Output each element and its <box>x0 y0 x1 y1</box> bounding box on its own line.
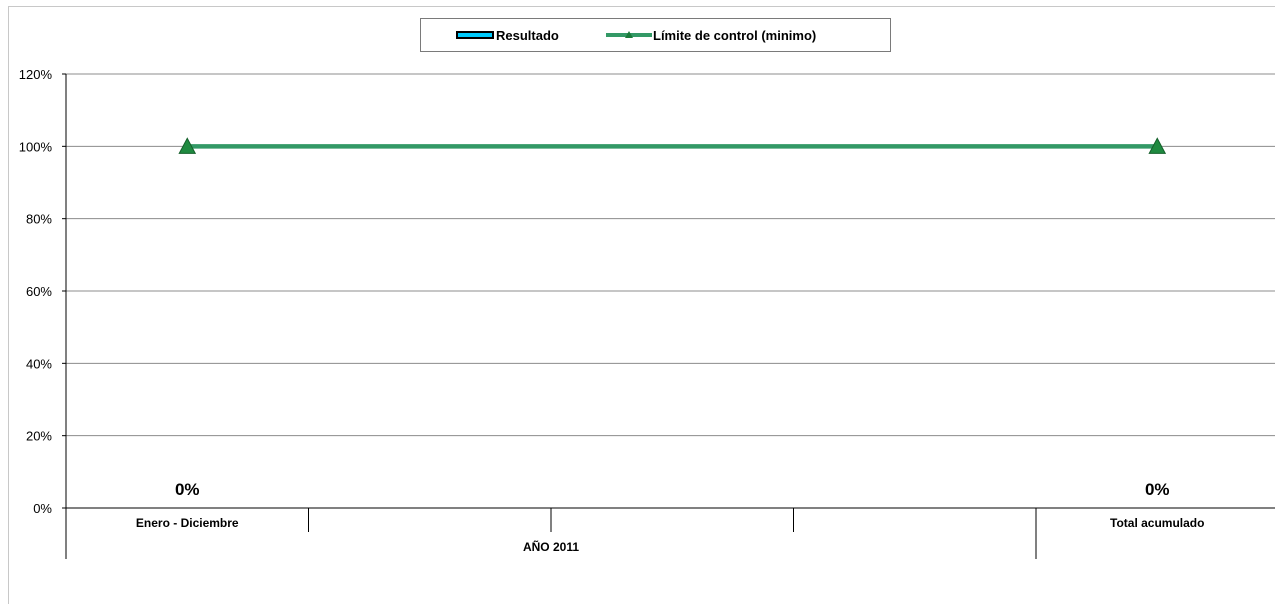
legend-item-resultado: Resultado <box>456 19 559 51</box>
y-tick-label: 20% <box>26 429 52 444</box>
legend-bar-swatch <box>456 31 494 39</box>
y-tick-label: 60% <box>26 284 52 299</box>
y-tick-label: 0% <box>33 501 52 516</box>
x-category-label: Enero - Diciembre <box>136 516 239 530</box>
x-group-label: AÑO 2011 <box>523 539 579 554</box>
legend-item-limite: Límite de control (minimo) <box>606 19 816 51</box>
y-tick-label: 80% <box>26 212 52 227</box>
bar-data-label: 0% <box>1145 480 1170 499</box>
legend-label-limite: Límite de control (minimo) <box>653 27 817 43</box>
x-category-label: Total acumulado <box>1110 516 1204 530</box>
y-tick-label: 100% <box>19 139 53 154</box>
y-tick-label: 120% <box>19 67 53 82</box>
bar-data-label: 0% <box>175 480 200 499</box>
legend-line-swatch <box>606 29 652 41</box>
legend-label-resultado: Resultado <box>496 27 559 43</box>
chart-legend: Resultado Límite de control (minimo) <box>420 18 891 52</box>
line-marker-triangle <box>178 137 197 154</box>
line-marker-triangle <box>1148 137 1167 154</box>
y-tick-label: 40% <box>26 356 52 371</box>
chart-frame <box>8 6 1275 604</box>
